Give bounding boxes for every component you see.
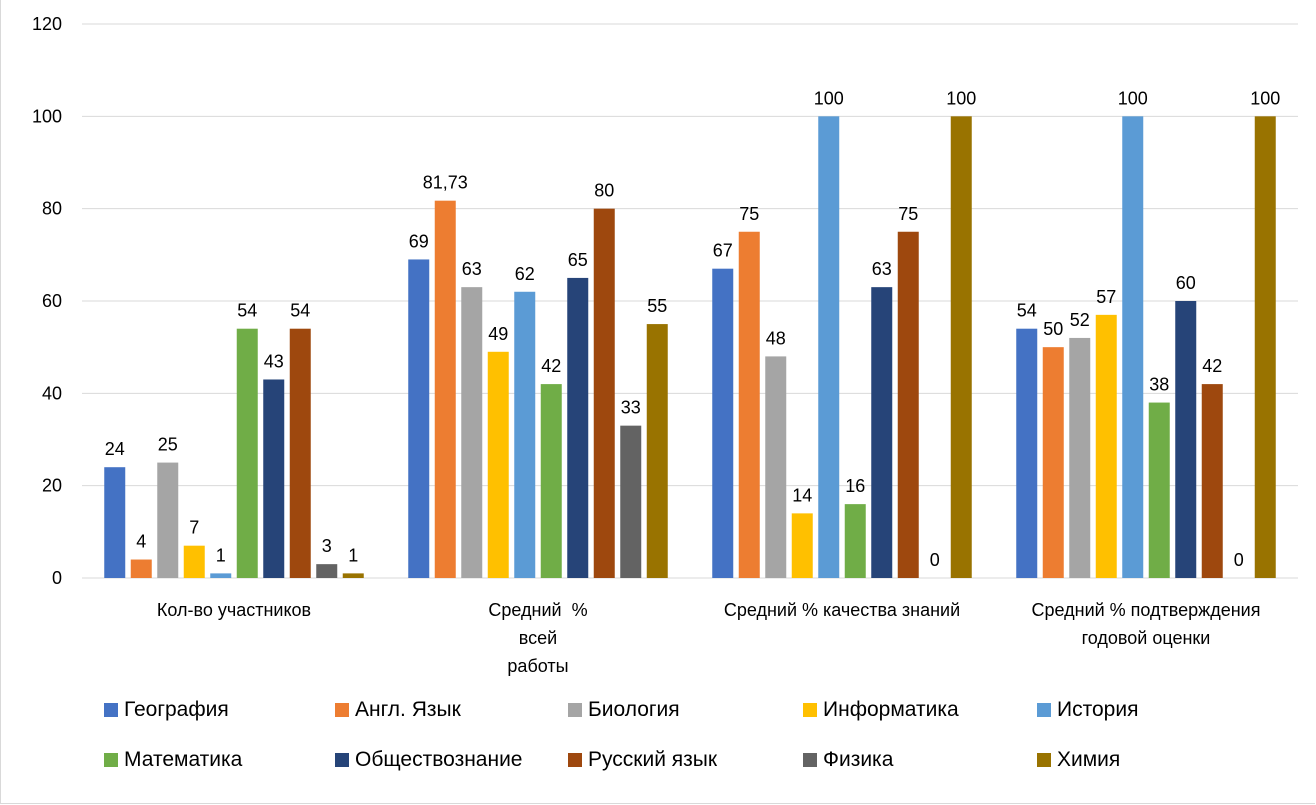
bar (130, 559, 152, 578)
data-label: 100 (1118, 88, 1148, 108)
data-label: 75 (898, 204, 918, 224)
bar (567, 277, 589, 578)
bar (738, 231, 760, 578)
data-label: 33 (621, 398, 641, 418)
data-label: 4 (136, 532, 146, 552)
bar (183, 545, 205, 578)
bar (712, 268, 734, 578)
bar (871, 287, 893, 578)
data-label: 54 (1017, 301, 1037, 321)
bar (950, 116, 972, 578)
data-label: 62 (515, 264, 535, 284)
bar (1122, 116, 1144, 578)
data-label: 100 (946, 88, 976, 108)
bar (765, 356, 787, 578)
bar (1095, 314, 1117, 578)
bar (620, 425, 642, 578)
data-label: 1 (216, 545, 226, 565)
data-label: 52 (1070, 310, 1090, 330)
bar (1069, 337, 1091, 578)
data-label: 63 (462, 259, 482, 279)
data-label: 24 (105, 439, 125, 459)
data-label: 100 (814, 88, 844, 108)
data-label: 0 (1234, 550, 1244, 570)
data-label: 7 (189, 518, 199, 538)
bar (487, 351, 509, 578)
y-tick-label: 40 (42, 383, 62, 403)
data-label: 81,73 (423, 173, 468, 193)
bar (1254, 116, 1276, 578)
bar (897, 231, 919, 578)
bar (408, 259, 430, 578)
data-label: 54 (237, 301, 257, 321)
bar (1016, 328, 1038, 578)
bar (791, 513, 813, 578)
bar (1042, 347, 1064, 578)
bar (316, 564, 338, 578)
bar (1148, 402, 1170, 578)
data-label: 3 (322, 536, 332, 556)
y-tick-label: 100 (32, 106, 62, 126)
y-tick-label: 0 (52, 568, 62, 588)
x-category-label: Средний % качества знаний (724, 600, 960, 620)
bar (434, 200, 456, 578)
bar (540, 384, 562, 578)
bar (844, 504, 866, 578)
bar (514, 291, 536, 578)
data-label: 16 (845, 476, 865, 496)
x-category-label: всей (519, 628, 557, 648)
x-category-label: Средний % подтверждения (1032, 600, 1261, 620)
x-category-label: годовой оценки (1082, 628, 1211, 648)
data-label: 43 (264, 351, 284, 371)
bar (593, 208, 615, 578)
bar (1175, 301, 1197, 578)
bar (157, 462, 179, 578)
y-tick-label: 60 (42, 291, 62, 311)
bar (289, 328, 311, 578)
bar (263, 379, 285, 578)
data-label: 60 (1176, 273, 1196, 293)
bar (1201, 384, 1223, 578)
data-label: 38 (1149, 375, 1169, 395)
data-label: 0 (930, 550, 940, 570)
bar (818, 116, 840, 578)
data-label: 42 (541, 356, 561, 376)
x-category-label: Кол-во участников (157, 600, 311, 620)
bar (646, 324, 668, 578)
data-label: 50 (1043, 319, 1063, 339)
data-label: 100 (1250, 88, 1280, 108)
data-label: 54 (290, 301, 310, 321)
x-category-label: работы (507, 656, 568, 676)
x-category-label: Средний % (488, 600, 587, 620)
data-label: 57 (1096, 287, 1116, 307)
data-label: 25 (158, 435, 178, 455)
data-label: 63 (872, 259, 892, 279)
y-tick-label: 20 (42, 476, 62, 496)
data-label: 55 (647, 296, 667, 316)
data-label: 48 (766, 328, 786, 348)
bar (461, 287, 483, 578)
data-label: 49 (488, 324, 508, 344)
data-label: 42 (1202, 356, 1222, 376)
y-tick-label: 120 (32, 14, 62, 34)
data-label: 69 (409, 231, 429, 251)
data-label: 75 (739, 204, 759, 224)
bar (236, 328, 258, 578)
y-tick-label: 80 (42, 199, 62, 219)
data-label: 67 (713, 241, 733, 261)
data-label: 80 (594, 181, 614, 201)
bar (104, 467, 126, 578)
bar (210, 573, 232, 578)
data-label: 14 (792, 485, 812, 505)
data-label: 65 (568, 250, 588, 270)
data-label: 1 (348, 545, 358, 565)
bar (342, 573, 364, 578)
